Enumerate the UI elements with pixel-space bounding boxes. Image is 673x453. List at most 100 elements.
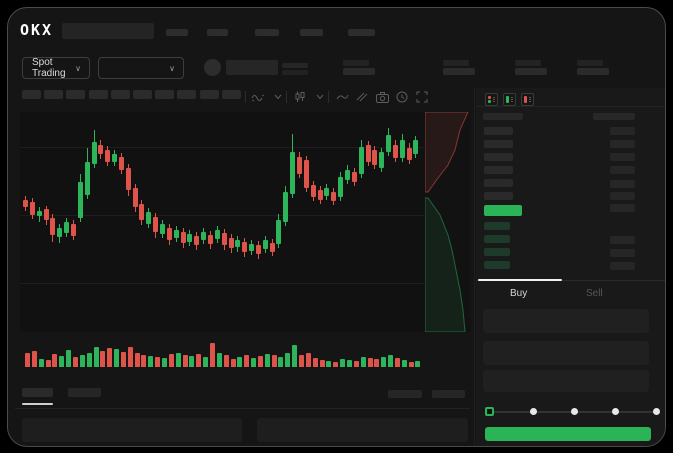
volume-bar: [155, 357, 161, 367]
volume-bar: [271, 355, 277, 367]
pair-name-placeholder: [226, 60, 278, 75]
candle: [351, 172, 357, 182]
bottom-tab-placeholder[interactable]: [22, 388, 53, 397]
chevron-down-icon[interactable]: [312, 89, 328, 105]
orders-panel-placeholder: [22, 418, 242, 442]
volume-bar: [148, 356, 154, 367]
book-asks-icon[interactable]: [521, 93, 534, 106]
volume-bar: [72, 357, 78, 367]
volume-bar: [31, 351, 37, 367]
candle: [166, 228, 172, 240]
slider-stop-dot[interactable]: [653, 408, 660, 415]
bottom-action-placeholder[interactable]: [432, 390, 465, 398]
bid-price-placeholder: [484, 235, 510, 243]
candle: [43, 209, 49, 220]
history-clock-icon[interactable]: [394, 89, 410, 105]
ask-price-placeholder: [484, 127, 513, 135]
volume-bar: [360, 357, 366, 367]
candlestick-chart[interactable]: [20, 112, 425, 332]
bottom-active-tab-underline: [22, 403, 53, 405]
price-input-placeholder[interactable]: [483, 309, 649, 333]
total-input-placeholder[interactable]: [483, 370, 649, 392]
timeframe-button-placeholder[interactable]: [110, 90, 130, 99]
ask-price-placeholder: [484, 192, 513, 200]
candle: [331, 192, 337, 201]
chevron-down-icon[interactable]: [270, 89, 286, 105]
camera-icon[interactable]: [374, 89, 390, 105]
volume-bar: [244, 355, 250, 367]
volume-bar: [182, 355, 188, 367]
candle: [36, 211, 42, 216]
stat-label-placeholder: [577, 60, 603, 66]
slider-handle[interactable]: [485, 407, 494, 416]
candle: [207, 235, 213, 244]
volume-bar: [353, 361, 359, 367]
candle: [338, 177, 344, 197]
candle: [249, 244, 255, 251]
timeframe-button-placeholder[interactable]: [44, 90, 64, 99]
volume-bar: [340, 359, 346, 367]
candle: [324, 188, 330, 196]
book-header-placeholder: [593, 113, 635, 120]
candle: [50, 218, 56, 235]
timeframe-button-placeholder[interactable]: [66, 90, 86, 99]
pair-selector-dropdown[interactable]: ∨: [98, 57, 184, 79]
nav-item-placeholder[interactable]: [300, 29, 323, 36]
tabbar-border: [476, 280, 665, 281]
ask-price-placeholder: [484, 153, 513, 161]
app-window: OKX Spot Trading ∨ ∨ Buy Sell: [7, 7, 666, 447]
candle: [70, 224, 76, 236]
toolbar-divider: [286, 91, 287, 103]
timeframe-button-placeholder[interactable]: [155, 90, 175, 99]
candle: [303, 160, 309, 188]
market-type-label: Spot Trading: [32, 57, 66, 79]
tab-sell[interactable]: Sell: [586, 288, 603, 299]
timeframe-button-placeholder[interactable]: [199, 90, 219, 99]
nav-item-placeholder[interactable]: [207, 29, 228, 36]
volume-bar: [388, 355, 394, 367]
nav-item-placeholder[interactable]: [348, 29, 375, 36]
slider-stop-dot[interactable]: [571, 408, 578, 415]
line-tool-icon[interactable]: [334, 89, 350, 105]
slider-stop-dot[interactable]: [612, 408, 619, 415]
fullscreen-icon[interactable]: [414, 89, 430, 105]
candle: [187, 234, 193, 242]
book-bids-icon[interactable]: [503, 93, 516, 106]
volume-bar: [278, 357, 284, 367]
tab-buy[interactable]: Buy: [510, 288, 528, 299]
candle: [214, 230, 220, 239]
bid-price-placeholder: [484, 222, 510, 230]
indicator-wave-icon[interactable]: [250, 89, 266, 105]
stat-value-placeholder: [515, 68, 547, 75]
nav-item-placeholder[interactable]: [255, 29, 279, 36]
nav-item-placeholder[interactable]: [166, 29, 188, 36]
timeframe-button-placeholder[interactable]: [177, 90, 197, 99]
bottom-tab-placeholder[interactable]: [68, 388, 101, 397]
volume-bar: [127, 347, 133, 367]
timeframe-button-placeholder[interactable]: [221, 90, 241, 99]
last-price-bar: [484, 205, 522, 216]
book-split-icon[interactable]: [485, 93, 498, 106]
buy-submit-button[interactable]: [485, 427, 651, 441]
bottom-action-placeholder[interactable]: [388, 390, 422, 398]
volume-bar: [203, 357, 209, 367]
slider-stop-dot[interactable]: [530, 408, 537, 415]
volume-bar: [237, 357, 243, 367]
amount-input-placeholder[interactable]: [483, 341, 649, 365]
timeframe-button-placeholder[interactable]: [22, 90, 41, 99]
timeframe-button-placeholder[interactable]: [133, 90, 152, 99]
gridline: [20, 215, 425, 216]
compare-layers-icon[interactable]: [354, 89, 370, 105]
stat-label-placeholder: [343, 60, 369, 66]
gridline: [20, 147, 425, 148]
price-line-placeholder: [282, 70, 308, 75]
candle: [77, 182, 83, 218]
volume-bar: [196, 354, 202, 367]
volume-bar: [223, 355, 229, 367]
divider: [476, 106, 665, 107]
candle-style-icon[interactable]: [292, 89, 308, 105]
market-type-selector[interactable]: Spot Trading ∨: [22, 57, 90, 79]
candle: [23, 200, 28, 207]
timeframe-button-placeholder[interactable]: [88, 90, 108, 99]
volume-bar: [189, 356, 195, 367]
